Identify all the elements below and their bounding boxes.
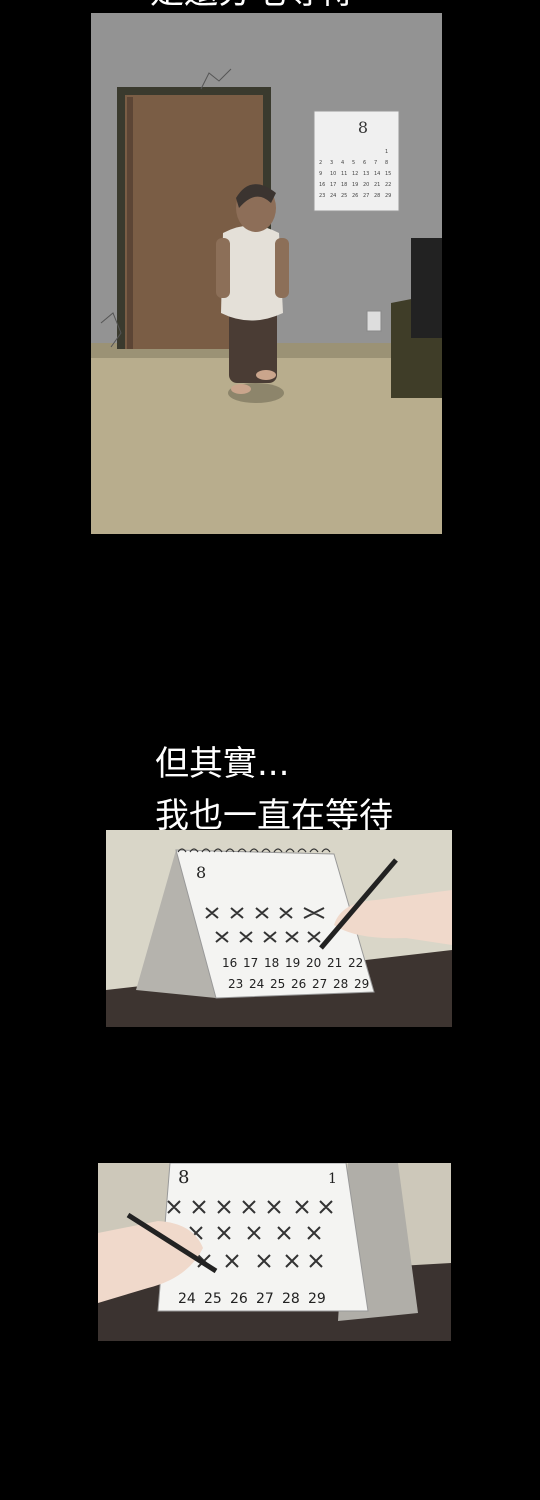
calendar-day: 16: [222, 956, 237, 970]
narration-caption: 但其實... 我也一直在等待: [155, 738, 393, 842]
calendar-day: 3: [330, 160, 333, 166]
calendar-day: 14: [374, 171, 380, 177]
calendar-day: 2: [319, 160, 322, 166]
calendar-day: 7: [374, 160, 377, 166]
calendar-day: 29: [308, 1291, 326, 1307]
calendar-month-2: 8: [196, 863, 206, 882]
calendar-day: 22: [385, 182, 391, 188]
calendar-day: 15: [385, 171, 391, 177]
caption-line-1: 但其實...: [155, 744, 290, 784]
panel-marking-calendar-reverse: 8 1 24 25 26 27 28 29: [98, 1163, 451, 1341]
calendar-day: 24: [249, 977, 264, 991]
calendar-day: 26: [291, 977, 306, 991]
calendar-day: 25: [204, 1291, 222, 1307]
calendar-day: 29: [354, 977, 369, 991]
calendar-day: 4: [341, 160, 344, 166]
calendar-day: 23: [319, 193, 325, 199]
calendar-day: 17: [330, 182, 336, 188]
calendar-day: 20: [363, 182, 369, 188]
calendar-day: 28: [333, 977, 348, 991]
calendar-corner-day: 1: [328, 1171, 337, 1187]
man-figure: [216, 184, 289, 403]
calendar-day: 13: [363, 171, 369, 177]
calendar-row-4: 23 24 25 26 27 28 29: [228, 977, 369, 991]
hand-with-pen: [319, 858, 452, 950]
calendar-day: 23: [228, 977, 243, 991]
top-caption-text: 是還分毛等待: [150, 0, 354, 12]
calendar-day: 20: [306, 956, 321, 970]
calendar-day: 27: [256, 1291, 274, 1307]
calendar-day: 1: [385, 149, 388, 155]
calendar-row-3: 16 17 18 19 20 21 22: [222, 956, 363, 970]
calendar-day: 26: [230, 1291, 248, 1307]
calendar-day: 22: [348, 956, 363, 970]
calendar-day: 26: [352, 193, 358, 199]
calendar-row-4-reverse: 24 25 26 27 28 29: [178, 1291, 326, 1307]
calendar-day: 12: [352, 171, 358, 177]
panel-2-illustration: 8 16 17 18 19 20 21 22 23 24 25 26 27 28 29: [106, 830, 452, 1027]
calendar-day: 21: [374, 182, 380, 188]
calendar-day: 28: [374, 193, 380, 199]
calendar-day: 5: [352, 160, 355, 166]
calendar-day: 27: [312, 977, 327, 991]
calendar-day: 24: [178, 1291, 196, 1307]
calendar-day: 19: [285, 956, 300, 970]
wall-calendar-month: 8: [358, 118, 368, 137]
calendar-day: 27: [363, 193, 369, 199]
calendar-day: 24: [330, 193, 336, 199]
calendar-day: 16: [319, 182, 325, 188]
panel-man-by-door: 8 1 2 3 4 5 6 7 8 9 10 11 12 13 14 15 16 17 18 19 20 21 22 23 2…: [91, 13, 442, 534]
calendar-day: 18: [264, 956, 279, 970]
calendar-month-3: 8: [178, 1167, 189, 1188]
panel-marking-calendar: 8 16 17 18 19 20 21 22 23 24 25 26 27 28 29: [106, 830, 452, 1027]
calendar-day: 9: [319, 171, 322, 177]
panel-3-illustration: 8 1 24 25 26 27 28 29: [98, 1163, 451, 1341]
calendar-day: 18: [341, 182, 347, 188]
calendar-day: 21: [327, 956, 342, 970]
calendar-day: 8: [385, 160, 388, 166]
calendar-day: 17: [243, 956, 258, 970]
calendar-day: 11: [341, 171, 347, 177]
calendar-day: 25: [341, 193, 347, 199]
top-caption: 是還分毛等待: [150, 0, 354, 18]
calendar-day: 10: [330, 171, 336, 177]
calendar-day: 28: [282, 1291, 300, 1307]
hand-with-pen-2: [98, 1212, 218, 1303]
caption-line-2: 我也一直在等待: [155, 796, 393, 836]
calendar-day: 25: [270, 977, 285, 991]
calendar-day: 6: [363, 160, 366, 166]
calendar-day: 29: [385, 193, 391, 199]
calendar-day: 19: [352, 182, 358, 188]
